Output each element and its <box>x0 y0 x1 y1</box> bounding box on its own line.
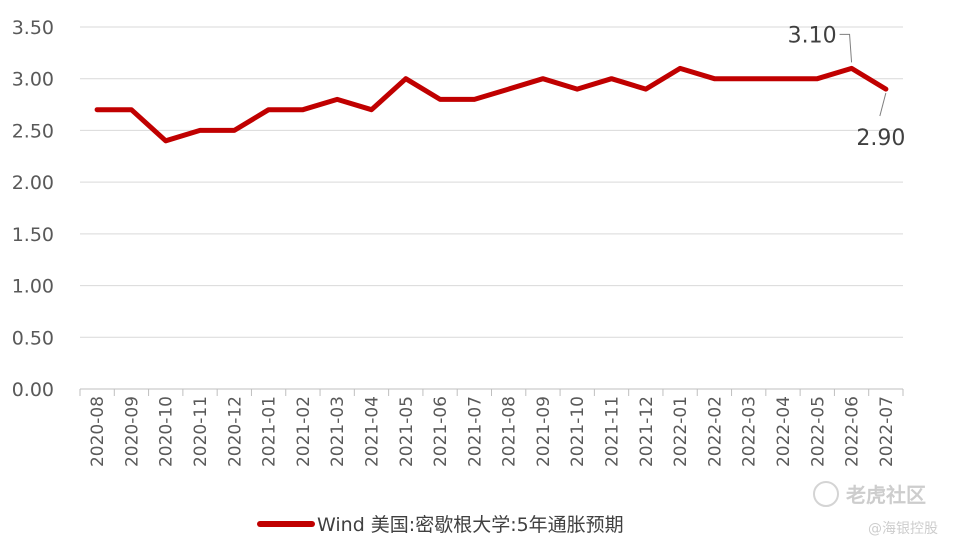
data-point <box>507 87 511 91</box>
x-tick-label: 2020-09 <box>122 396 142 467</box>
data-point <box>678 66 682 70</box>
x-tick-label: 2020-12 <box>225 396 245 467</box>
x-tick-label: 2021-04 <box>362 396 382 467</box>
x-tick-label: 2021-01 <box>260 396 280 467</box>
x-tick-label: 2022-02 <box>705 396 725 467</box>
x-tick-label: 2020-11 <box>191 396 211 467</box>
x-tick-label: 2021-03 <box>328 396 348 467</box>
watermark-brand: 老虎社区 <box>846 483 926 507</box>
x-tick-label: 2022-06 <box>843 396 863 467</box>
annotations: 3.10 2.90 <box>788 23 906 151</box>
annotation-leader <box>879 92 887 117</box>
x-tick-label: 2021-08 <box>500 396 520 467</box>
annotation-label: 3.10 <box>788 23 837 48</box>
data-point <box>541 77 545 81</box>
data-point <box>95 108 99 112</box>
x-tick-label: 2022-04 <box>774 396 794 467</box>
y-tick-label: 2.50 <box>12 120 54 142</box>
y-tick-label: 0.50 <box>12 327 54 349</box>
x-tick-label: 2021-06 <box>431 396 451 467</box>
data-point <box>712 77 716 81</box>
legend: Wind 美国:密歇根大学:5年通胀预期 <box>257 514 624 536</box>
x-tick-label: 2022-01 <box>671 396 691 467</box>
data-point <box>369 108 373 112</box>
legend-label: Wind 美国:密歇根大学:5年通胀预期 <box>317 514 624 536</box>
y-tick-label: 0.00 <box>12 379 54 401</box>
x-tick-label: 2022-05 <box>808 396 828 467</box>
x-axis-ticks: 2020-08 2020-09 2020-10 2020-11 2020-12 2021-… <box>88 396 897 467</box>
series-layer <box>94 65 889 144</box>
x-tick-label: 2022-07 <box>877 396 897 467</box>
y-tick-label: 3.50 <box>12 17 54 39</box>
data-point <box>781 77 785 81</box>
x-axis <box>79 388 904 396</box>
x-tick-label: 2021-02 <box>294 396 314 467</box>
data-point <box>129 108 133 112</box>
data-point <box>267 108 271 112</box>
data-point <box>575 87 579 91</box>
x-tick-label: 2021-10 <box>568 396 588 467</box>
x-tick-label: 2021-12 <box>637 396 657 467</box>
data-point <box>850 66 854 70</box>
watermark-logo-icon <box>813 481 839 507</box>
data-point <box>198 128 202 132</box>
data-point <box>610 77 614 81</box>
annotation-leader <box>839 33 853 63</box>
gridlines <box>80 26 903 338</box>
watermark: 老虎社区 @海银控股 <box>813 481 938 537</box>
annotation-label: 2.90 <box>856 126 905 151</box>
data-point <box>438 97 442 101</box>
x-tick-label: 2021-11 <box>603 396 623 467</box>
data-point <box>815 77 819 81</box>
data-point <box>644 87 648 91</box>
watermark-handle: @海银控股 <box>868 521 938 537</box>
data-point <box>884 87 888 91</box>
y-tick-label: 1.50 <box>12 224 54 246</box>
data-point <box>232 128 236 132</box>
y-tick-label: 2.00 <box>12 172 54 194</box>
data-point <box>747 77 751 81</box>
data-point <box>164 139 168 143</box>
x-tick-label: 2021-07 <box>465 396 485 467</box>
x-tick-label: 2021-05 <box>397 396 417 467</box>
x-tick-label: 2021-09 <box>534 396 554 467</box>
y-tick-label: 1.00 <box>12 276 54 298</box>
data-point <box>404 77 408 81</box>
y-axis-ticks: 0.00 0.50 1.00 1.50 2.00 2.50 3.00 3.50 <box>12 17 54 401</box>
x-tick-label: 2022-03 <box>740 396 760 467</box>
series-line <box>94 65 889 144</box>
data-point <box>301 108 305 112</box>
x-tick-label: 2020-08 <box>88 396 108 467</box>
x-tick-label: 2020-10 <box>157 396 177 467</box>
data-point <box>335 97 339 101</box>
data-point <box>472 97 476 101</box>
y-tick-label: 3.00 <box>12 69 54 91</box>
